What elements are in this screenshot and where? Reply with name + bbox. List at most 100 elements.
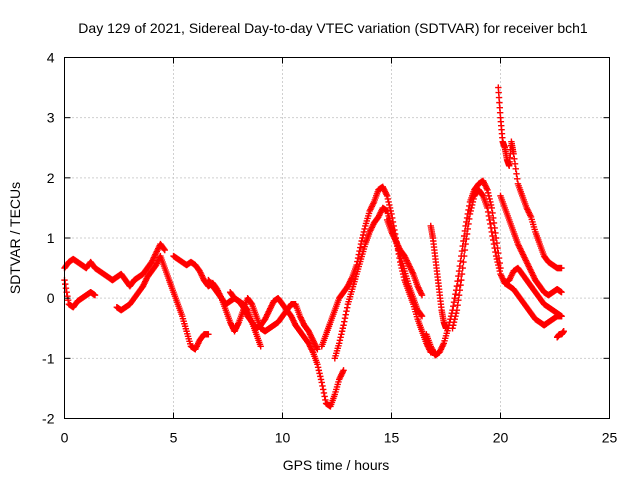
data-point xyxy=(496,267,503,275)
data-point xyxy=(450,322,457,329)
x-tick-label: 5 xyxy=(170,430,178,446)
series-track-c xyxy=(113,252,212,353)
data-point xyxy=(452,313,459,320)
data-point xyxy=(455,296,462,304)
data-point xyxy=(385,198,392,206)
data-point xyxy=(485,192,493,200)
data-point xyxy=(354,254,362,262)
data-point xyxy=(558,288,565,296)
data-point xyxy=(360,228,368,236)
data-point xyxy=(459,264,466,272)
data-point xyxy=(490,219,498,227)
data-marks xyxy=(61,84,567,410)
data-point xyxy=(512,165,519,173)
series-track-e xyxy=(205,276,321,353)
data-point xyxy=(511,160,519,167)
data-point xyxy=(487,224,495,232)
data-point xyxy=(384,195,392,203)
data-point xyxy=(341,318,348,325)
data-point xyxy=(514,175,521,183)
data-point xyxy=(452,290,459,298)
data-point xyxy=(335,340,343,347)
x-tick-label: 0 xyxy=(61,430,69,446)
y-tick-label: 1 xyxy=(47,230,55,246)
data-point xyxy=(490,214,497,222)
series-track-m xyxy=(495,84,565,272)
data-point xyxy=(320,389,328,397)
data-point xyxy=(257,343,264,350)
x-axis-label: GPS time / hours xyxy=(283,457,390,473)
y-axis-label: SDTVAR / TECUs xyxy=(7,182,23,294)
data-point xyxy=(386,204,394,212)
data-point xyxy=(484,186,491,194)
series-track-a xyxy=(61,240,168,290)
data-point xyxy=(464,225,471,233)
data-point xyxy=(340,367,347,374)
data-point xyxy=(450,298,458,306)
x-tick-label: 15 xyxy=(384,430,400,446)
data-point xyxy=(560,328,567,335)
data-point xyxy=(458,247,466,255)
data-point xyxy=(466,215,473,223)
data-point xyxy=(454,277,461,285)
data-point xyxy=(463,230,471,238)
data-point xyxy=(495,261,502,269)
data-point xyxy=(314,346,321,353)
data-point xyxy=(314,364,322,371)
data-point xyxy=(513,170,520,178)
data-point xyxy=(359,231,367,239)
data-point xyxy=(558,313,565,320)
data-point xyxy=(452,310,460,317)
data-point xyxy=(319,382,326,390)
data-point xyxy=(160,245,168,253)
data-point xyxy=(463,235,470,243)
data-point xyxy=(315,367,323,374)
data-point xyxy=(339,325,347,332)
data-point xyxy=(488,228,495,236)
data-point xyxy=(484,189,492,197)
data-point xyxy=(484,208,492,216)
data-point xyxy=(454,301,461,309)
chart-title: Day 129 of 2021, Sidereal Day-to-day VTE… xyxy=(78,20,588,36)
data-point xyxy=(358,237,365,245)
data-point xyxy=(468,204,475,212)
y-tick-label: 4 xyxy=(47,50,55,66)
data-point xyxy=(469,198,477,206)
data-point xyxy=(510,150,517,157)
data-point xyxy=(495,264,503,272)
data-point xyxy=(453,282,461,290)
data-point xyxy=(493,239,501,247)
data-point xyxy=(511,155,518,162)
data-point xyxy=(457,257,464,265)
data-point xyxy=(455,272,462,280)
series-track-g xyxy=(318,183,439,356)
data-point xyxy=(492,248,499,256)
y-tick-label: -1 xyxy=(42,350,55,366)
data-point xyxy=(493,255,501,263)
data-point xyxy=(460,258,467,266)
data-point xyxy=(467,207,474,215)
data-point xyxy=(453,307,461,314)
data-point xyxy=(321,393,328,400)
data-point xyxy=(319,386,327,393)
data-point xyxy=(318,379,325,386)
data-point xyxy=(418,291,426,299)
x-tick-label: 20 xyxy=(493,430,509,446)
data-point xyxy=(466,210,474,218)
data-point xyxy=(317,376,325,383)
data-point xyxy=(486,195,493,203)
data-point xyxy=(486,216,493,224)
data-point xyxy=(492,252,500,260)
series-track-o xyxy=(501,264,565,320)
data-point xyxy=(489,232,496,240)
data-point xyxy=(341,315,349,322)
data-point xyxy=(343,308,350,315)
data-point xyxy=(558,264,565,272)
data-point xyxy=(455,291,463,299)
data-point xyxy=(449,325,456,332)
data-point xyxy=(458,270,466,278)
data-point xyxy=(337,334,344,341)
data-point xyxy=(316,370,323,377)
data-point xyxy=(460,252,468,260)
